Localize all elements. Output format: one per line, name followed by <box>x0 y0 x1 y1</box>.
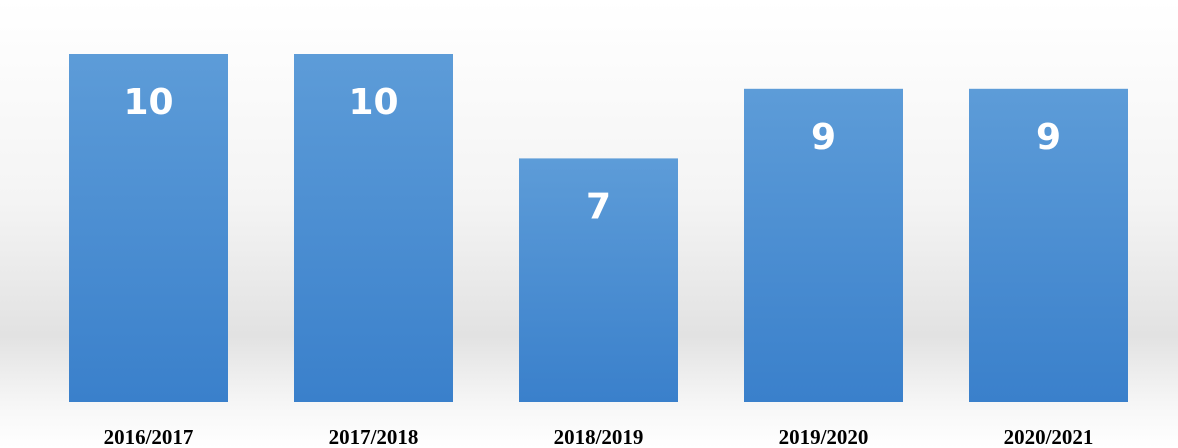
value-label: 7 <box>586 186 611 227</box>
bar <box>294 54 453 402</box>
bar <box>744 88 903 403</box>
value-label: 10 <box>348 82 398 123</box>
bar <box>69 54 228 402</box>
x-tick-label: 2016/2017 <box>104 425 194 448</box>
x-tick-label: 2020/2021 <box>1004 425 1094 448</box>
value-label: 10 <box>123 82 173 123</box>
x-tick-label: 2017/2018 <box>329 425 419 448</box>
value-label: 9 <box>1036 117 1061 158</box>
x-tick-label: 2018/2019 <box>554 425 644 448</box>
bar <box>519 158 678 402</box>
x-tick-label: 2019/2020 <box>779 425 869 448</box>
value-label: 9 <box>811 117 836 158</box>
bar <box>969 88 1128 403</box>
